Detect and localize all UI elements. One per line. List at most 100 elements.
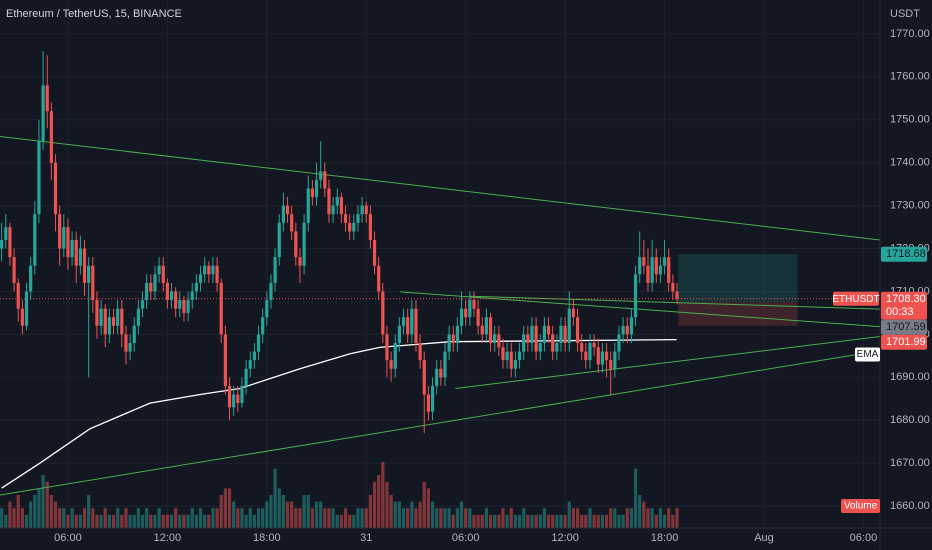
- ema-line: [1, 338, 677, 489]
- volume-bar: [638, 495, 642, 528]
- candle-body: [501, 347, 505, 361]
- candle-body: [132, 325, 136, 343]
- candle-body: [78, 248, 82, 266]
- candle-body: [244, 368, 248, 386]
- y-tick-label: 1750.00: [890, 114, 930, 126]
- volume-bar: [410, 501, 414, 528]
- volume-bar: [302, 495, 306, 528]
- volume-bar: [571, 508, 576, 528]
- candle-body: [12, 257, 16, 283]
- volume-bar: [339, 514, 343, 528]
- candle-body: [671, 282, 675, 292]
- volume-bar: [227, 488, 232, 528]
- candle-body: [198, 274, 203, 283]
- candle-body: [588, 342, 592, 361]
- volume-bar: [323, 508, 327, 528]
- candle-body: [455, 325, 460, 343]
- volume-bar: [20, 508, 24, 528]
- candle-body: [617, 334, 621, 352]
- volume-bar: [194, 514, 198, 528]
- volume-bar: [600, 514, 605, 528]
- volume-bar: [439, 508, 443, 528]
- volume-bar: [149, 514, 153, 528]
- symbol-tag: [833, 291, 879, 306]
- volume-bar: [107, 514, 111, 528]
- volume-bar: [530, 514, 534, 528]
- volume-bar: [128, 514, 132, 528]
- price-tag-label: 00:33: [886, 306, 914, 318]
- candle-body: [99, 308, 103, 326]
- candle-body: [675, 291, 679, 299]
- candle-body: [414, 308, 418, 343]
- y-tick-label: 1690.00: [890, 371, 930, 383]
- candle-body: [319, 171, 323, 180]
- candle-body: [16, 282, 20, 309]
- candle-body: [538, 342, 542, 352]
- y-tick-label: 1730.00: [890, 200, 930, 212]
- volume-bar: [551, 514, 555, 528]
- price-tag-label: 1707.59: [886, 321, 926, 333]
- candle-body: [37, 141, 41, 215]
- volume-bar: [29, 501, 33, 528]
- ema-label: EMA: [857, 349, 879, 360]
- volume-bar: [33, 495, 37, 528]
- volume-bar: [588, 508, 592, 528]
- x-tick-label: 12:00: [551, 532, 579, 544]
- candle-body: [8, 227, 12, 258]
- candle-body: [145, 282, 149, 301]
- candle-body: [575, 317, 580, 343]
- volume-bar: [629, 508, 634, 528]
- candle-body: [161, 265, 165, 283]
- candle-body: [174, 291, 178, 309]
- volume-bar: [546, 514, 551, 528]
- candle-body: [480, 325, 484, 335]
- volume-bar: [310, 508, 314, 528]
- candle-body: [633, 274, 638, 318]
- trendline: [0, 350, 881, 496]
- volume-bar: [207, 514, 211, 528]
- volume-bar: [232, 501, 236, 528]
- candle-body: [153, 274, 157, 292]
- volume-tag: [841, 499, 880, 513]
- candle-body: [393, 342, 397, 369]
- candle-body: [542, 325, 547, 343]
- volume-bar: [261, 508, 265, 528]
- candle-body: [439, 368, 443, 378]
- candle-body: [381, 291, 385, 335]
- volume-bar: [364, 508, 368, 528]
- candle-body: [269, 282, 273, 301]
- candle-body: [203, 265, 207, 275]
- volume-bar: [596, 514, 600, 528]
- volume-bar: [165, 514, 169, 528]
- volume-bar: [613, 508, 617, 528]
- candle-body: [621, 325, 625, 335]
- candle-body: [389, 360, 393, 369]
- candle-body: [140, 300, 145, 309]
- candle-body: [285, 205, 290, 215]
- candle-body: [517, 351, 522, 361]
- candle-body: [360, 205, 364, 215]
- volume-bar: [484, 508, 489, 528]
- volume-bar: [447, 508, 451, 528]
- volume-bar: [91, 508, 95, 528]
- candle-body: [62, 227, 66, 249]
- candle-body: [654, 257, 658, 275]
- volume-label: Volume: [844, 501, 878, 512]
- candle-body: [310, 188, 314, 198]
- volume-bar: [12, 508, 16, 528]
- volume-bar: [609, 508, 613, 528]
- volume-bar: [430, 501, 435, 528]
- candle-body: [646, 265, 650, 283]
- candle-body: [194, 282, 198, 292]
- candle-body: [401, 317, 406, 326]
- volume-bar: [584, 514, 588, 528]
- candle-body: [124, 334, 128, 352]
- candle-body: [91, 265, 95, 301]
- grid: [0, 0, 880, 528]
- candle-body: [331, 205, 335, 215]
- trendline: [400, 291, 881, 328]
- volume-bar: [625, 508, 629, 528]
- candle-body: [509, 351, 513, 369]
- candle-body: [302, 222, 306, 266]
- trendline: [455, 336, 881, 389]
